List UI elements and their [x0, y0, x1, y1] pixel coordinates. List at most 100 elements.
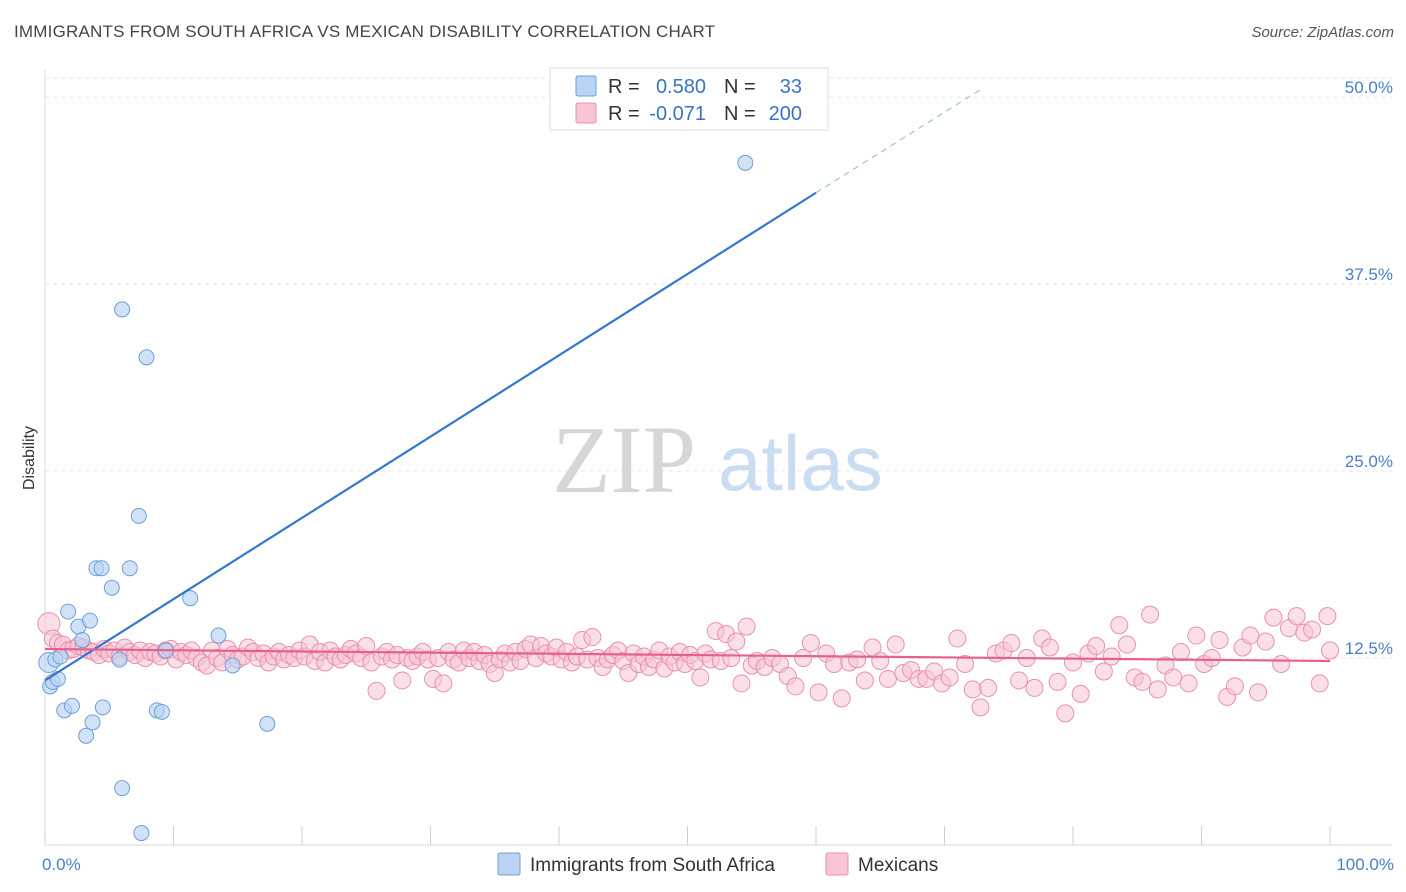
legend-swatch-pink	[575, 102, 597, 124]
mexicans-point	[1256, 632, 1275, 651]
mexicans-point	[801, 634, 820, 653]
mexicans-point	[1064, 653, 1082, 672]
mexicans-point	[871, 651, 890, 670]
south-africa-point	[93, 560, 110, 577]
stats-legend: R = 0.580 N = 33 R = -0.071 N = 200	[549, 67, 829, 131]
mexicans-point	[855, 671, 874, 690]
series-legend-label-pink: Mexicans	[858, 855, 938, 876]
mexicans-point	[1287, 607, 1306, 626]
mexicans-point	[1303, 620, 1322, 639]
mexicans-point	[737, 617, 756, 636]
mexicans-point	[1071, 684, 1090, 703]
mexicans-point	[878, 669, 897, 688]
mexicans-point	[1025, 678, 1044, 697]
mexicans-point	[1148, 680, 1167, 699]
mexicans-point	[832, 689, 851, 708]
mexicans-point	[691, 668, 710, 687]
legend-n-value-pink: 200	[769, 103, 802, 125]
south-africa-point	[210, 627, 227, 644]
south-africa-point	[63, 697, 80, 714]
mexicans-point	[1040, 638, 1059, 657]
south-africa-point	[224, 657, 241, 674]
mexicans-point	[1010, 671, 1029, 690]
mexicans-point	[1321, 641, 1339, 660]
legend-r-label-pink: R =	[608, 103, 640, 125]
mexicans-point	[956, 654, 975, 673]
mexicans-point	[963, 680, 982, 699]
legend-r-value-pink: -0.071	[649, 103, 706, 125]
mexicans-point	[1241, 626, 1260, 645]
south-africa-point	[111, 651, 128, 668]
chart-title: IMMIGRANTS FROM SOUTH AFRICA VS MEXICAN …	[14, 22, 716, 41]
south-africa-point	[94, 699, 111, 716]
y-tick-labels: 12.5% 25.0% 37.5% 50.0%	[1345, 78, 1393, 658]
south-africa-point	[74, 632, 91, 649]
mexicans-point	[794, 649, 813, 667]
mexicans-point	[1272, 654, 1291, 673]
mexicans-point	[1310, 674, 1329, 693]
source-label: Source: ZipAtlas.com	[1251, 24, 1394, 41]
mexicans-point	[1210, 631, 1229, 650]
mexicans-point	[727, 632, 746, 651]
south-africa-points	[38, 154, 754, 842]
south-africa-point	[133, 825, 150, 842]
mexicans-trendline	[44, 647, 1331, 663]
mexicans-point	[1225, 677, 1244, 696]
mexicans-point	[1056, 704, 1075, 723]
mexicans-point	[1087, 637, 1106, 656]
mexicans-point	[393, 671, 412, 690]
series-legend-label-blue: Immigrants from South Africa	[530, 855, 775, 876]
axes	[44, 70, 1392, 846]
mexicans-point	[1110, 616, 1129, 635]
mexicans-point	[732, 674, 751, 693]
mexicans-point	[1102, 647, 1121, 666]
south-africa-point	[78, 727, 95, 744]
mexicans-point	[722, 649, 741, 667]
legend-n-value-blue: 33	[780, 76, 802, 98]
watermark: ZIP atlas	[552, 406, 883, 513]
mexicans-point	[1048, 672, 1067, 691]
mexicans-point	[824, 654, 843, 673]
x-ticks	[44, 826, 1331, 845]
legend-r-label-blue: R =	[608, 76, 640, 98]
south-africa-point	[259, 715, 276, 732]
x-tick-label-max: 100.0%	[1336, 855, 1394, 874]
y-tick-label: 12.5%	[1345, 639, 1393, 658]
south-africa-trendline-extension	[815, 87, 984, 194]
mexicans-point	[583, 628, 602, 647]
south-africa-point	[114, 301, 131, 318]
mexicans-point	[1187, 626, 1206, 645]
mexicans-point	[1002, 634, 1021, 653]
watermark-zip: ZIP	[552, 406, 696, 513]
y-axis-title: Disability	[21, 426, 38, 490]
mexicans-point	[1264, 608, 1283, 627]
series-legend-swatch-pink	[825, 852, 849, 876]
watermark-atlas: atlas	[718, 419, 883, 507]
mexicans-point	[367, 681, 386, 700]
mexicans-point	[357, 637, 376, 656]
mexicans-point	[1133, 672, 1152, 691]
south-africa-point	[130, 507, 147, 524]
mexicans-point	[1318, 607, 1337, 626]
mexicans-point	[1249, 683, 1268, 702]
y-tick-label: 50.0%	[1345, 78, 1393, 97]
mexicans-point	[848, 650, 867, 669]
y-tick-label: 37.5%	[1345, 265, 1393, 284]
y-tick-label: 25.0%	[1345, 452, 1393, 471]
mexicans-point	[1179, 674, 1198, 693]
x-tick-label-min: 0.0%	[42, 855, 81, 874]
legend-n-label-pink: N =	[724, 103, 756, 125]
series-legend-swatch-blue	[497, 852, 521, 876]
mexicans-point	[1117, 635, 1136, 654]
mexicans-point	[940, 668, 959, 687]
south-africa-point	[138, 349, 155, 366]
mexicans-point	[971, 698, 990, 717]
series-legend: Immigrants from South Africa Mexicans	[497, 852, 938, 876]
south-africa-point	[81, 612, 98, 629]
mexicans-point	[1141, 605, 1160, 624]
south-africa-point	[121, 560, 138, 577]
mexicans-point	[809, 683, 828, 702]
mexicans-point	[1202, 649, 1221, 667]
south-africa-point	[153, 703, 170, 720]
